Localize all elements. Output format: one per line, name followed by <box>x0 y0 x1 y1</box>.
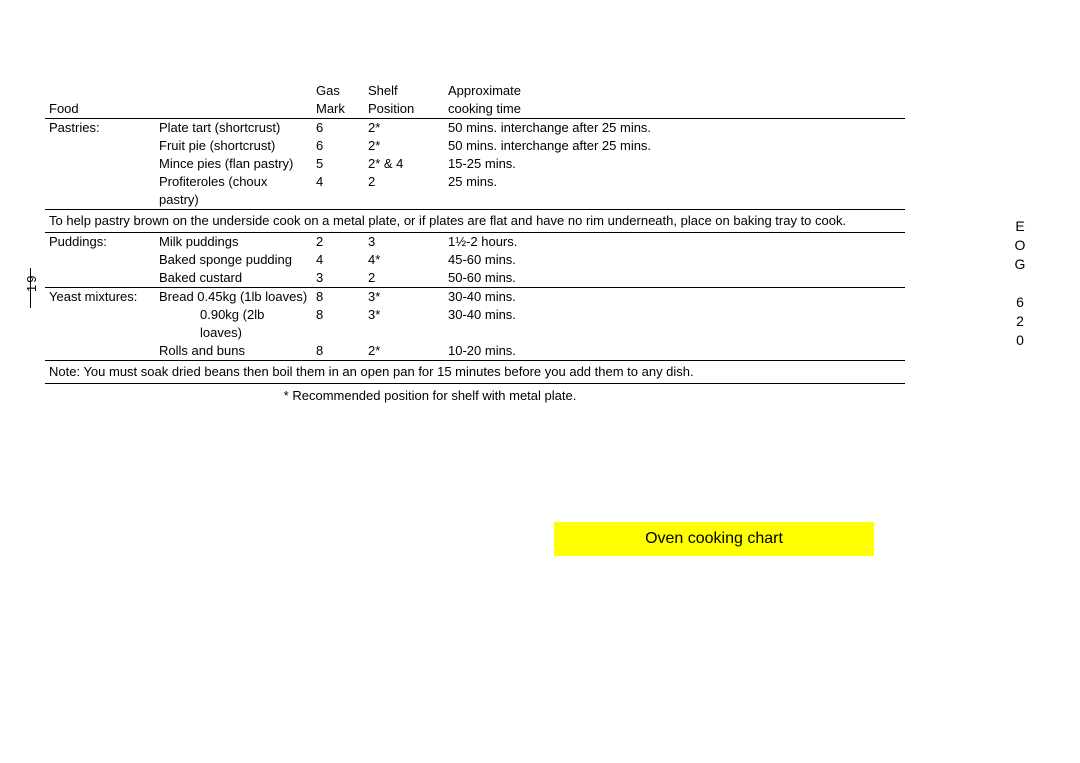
cell-gas: 6 <box>312 119 364 138</box>
cooking-chart-page: Gas Shelf Approximate Food Mark Position… <box>45 82 905 403</box>
header-mark: Mark <box>312 100 364 118</box>
cell-time: 50 mins. interchange after 25 mins. <box>444 137 905 155</box>
table-row: Pastries: Plate tart (shortcrust) 6 2* 5… <box>45 119 905 138</box>
cell-gas: 4 <box>312 251 364 269</box>
table-header-row-2: Food Mark Position cooking time <box>45 100 905 118</box>
header-food: Food <box>45 100 155 118</box>
pastry-note: To help pastry brown on the underside co… <box>45 210 905 233</box>
cell-item: 0.90kg (2lb loaves) <box>155 306 312 342</box>
cell-shelf: 2* & 4 <box>364 155 444 173</box>
cell-shelf: 2* <box>364 137 444 155</box>
cell-item: Rolls and buns <box>155 342 312 360</box>
table-row: Baked custard 3 2 50-60 mins. <box>45 269 905 287</box>
cell-item: Plate tart (shortcrust) <box>155 119 312 138</box>
cell-shelf: 3 <box>364 233 444 252</box>
chart-title-text: Oven cooking chart <box>645 530 783 548</box>
cell-shelf: 4* <box>364 251 444 269</box>
header-shelf: Shelf <box>364 82 444 100</box>
header-time: Approximate <box>444 82 905 100</box>
cell-item: Milk puddings <box>155 233 312 252</box>
cell-item: Profiteroles (choux pastry) <box>155 173 312 209</box>
header-gas: Gas <box>312 82 364 100</box>
cell-shelf: 3* <box>364 288 444 307</box>
note-row: Note: You must soak dried beans then boi… <box>45 361 905 384</box>
cell-gas: 8 <box>312 306 364 342</box>
cell-item: Fruit pie (shortcrust) <box>155 137 312 155</box>
cell-gas: 2 <box>312 233 364 252</box>
cell-gas: 4 <box>312 173 364 209</box>
cell-shelf: 2* <box>364 342 444 360</box>
footnote: * Recommended position for shelf with me… <box>45 388 815 403</box>
cell-shelf: 2 <box>364 173 444 209</box>
cell-item: Baked custard <box>155 269 312 287</box>
cell-time: 1½-2 hours. <box>444 233 905 252</box>
table-row: Mince pies (flan pastry) 5 2* & 4 15-25 … <box>45 155 905 173</box>
cooking-table: Gas Shelf Approximate Food Mark Position… <box>45 82 905 384</box>
section-label-puddings: Puddings: <box>45 233 155 252</box>
cell-time: 50 mins. interchange after 25 mins. <box>444 119 905 138</box>
cell-time: 50-60 mins. <box>444 269 905 287</box>
model-code: EOG 620 <box>918 218 1028 351</box>
table-row: Rolls and buns 8 2* 10-20 mins. <box>45 342 905 360</box>
section-label-yeast: Yeast mixtures: <box>45 288 155 307</box>
beans-note: Note: You must soak dried beans then boi… <box>45 361 905 384</box>
cell-time: 45-60 mins. <box>444 251 905 269</box>
cell-time: 25 mins. <box>444 173 905 209</box>
table-row: Baked sponge pudding 4 4* 45-60 mins. <box>45 251 905 269</box>
cell-gas: 6 <box>312 137 364 155</box>
cell-gas: 8 <box>312 342 364 360</box>
cell-time: 10-20 mins. <box>444 342 905 360</box>
table-row: Puddings: Milk puddings 2 3 1½-2 hours. <box>45 233 905 252</box>
chart-title-highlight: Oven cooking chart <box>554 522 874 556</box>
table-row: Yeast mixtures: Bread 0.45kg (1lb loaves… <box>45 288 905 307</box>
note-row: To help pastry brown on the underside co… <box>45 210 905 233</box>
cell-shelf: 3* <box>364 306 444 342</box>
table-header-row-1: Gas Shelf Approximate <box>45 82 905 100</box>
cell-time: 15-25 mins. <box>444 155 905 173</box>
cell-time: 30-40 mins. <box>444 306 905 342</box>
header-position: Position <box>364 100 444 118</box>
table-row: 0.90kg (2lb loaves) 8 3* 30-40 mins. <box>45 306 905 342</box>
cell-shelf: 2* <box>364 119 444 138</box>
cell-item: Baked sponge pudding <box>155 251 312 269</box>
cell-gas: 3 <box>312 269 364 287</box>
table-row: Fruit pie (shortcrust) 6 2* 50 mins. int… <box>45 137 905 155</box>
section-label-pastries: Pastries: <box>45 119 155 138</box>
cell-gas: 5 <box>312 155 364 173</box>
cell-shelf: 2 <box>364 269 444 287</box>
cell-time: 30-40 mins. <box>444 288 905 307</box>
table-row: Profiteroles (choux pastry) 4 2 25 mins. <box>45 173 905 209</box>
cell-gas: 8 <box>312 288 364 307</box>
page-number: 19 <box>24 274 39 292</box>
cell-item: Bread 0.45kg (1lb loaves) <box>155 288 312 307</box>
cell-item: Mince pies (flan pastry) <box>155 155 312 173</box>
header-cookingtime: cooking time <box>444 100 905 118</box>
